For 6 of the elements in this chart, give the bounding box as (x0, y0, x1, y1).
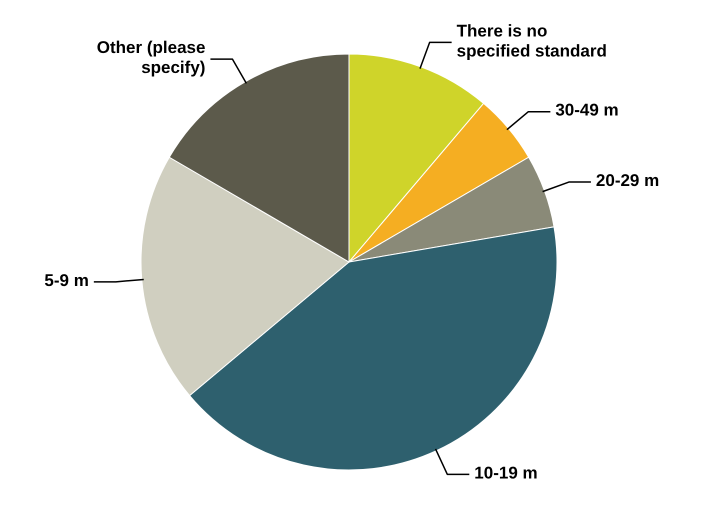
slice-label: 20-29 m (596, 172, 660, 191)
slice-label: 5-9 m (44, 271, 89, 290)
slice-label: Other (please specify) (96, 38, 206, 78)
slice-label: 30-49 m (555, 101, 619, 120)
slice-label: There is no specified standard (456, 22, 607, 61)
slice-label: 10-19 m (474, 464, 538, 483)
